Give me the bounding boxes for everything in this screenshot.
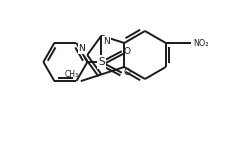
Text: CH₃: CH₃ xyxy=(65,70,79,79)
Text: NO₂: NO₂ xyxy=(193,38,209,48)
Text: O: O xyxy=(124,68,131,77)
Text: N: N xyxy=(79,44,85,53)
Text: O: O xyxy=(124,47,131,56)
Text: S: S xyxy=(98,57,105,67)
Text: N: N xyxy=(103,37,110,46)
